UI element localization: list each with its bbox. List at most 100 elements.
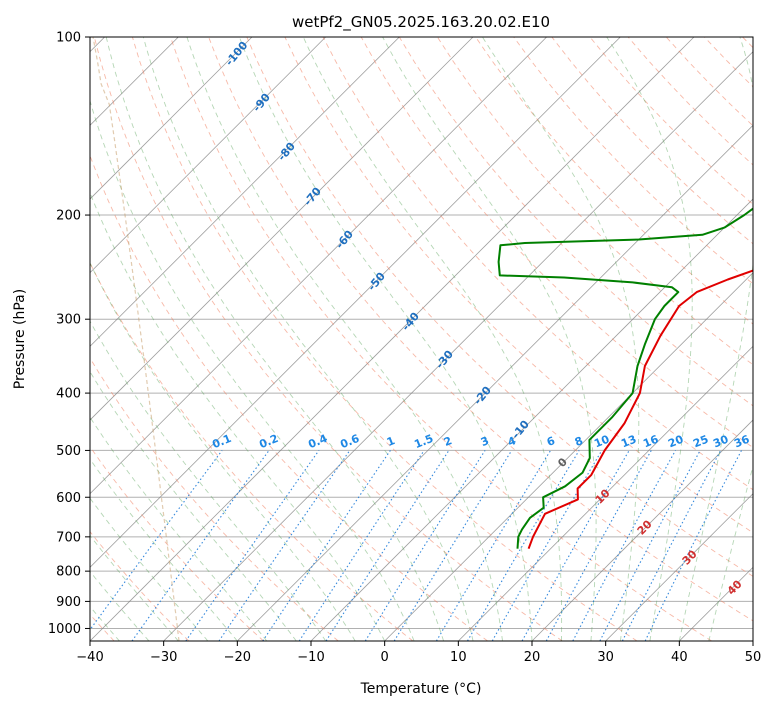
mixing-ratio-label: 6	[545, 434, 557, 449]
isotherm-line	[752, 640, 753, 641]
moist-adiabat	[90, 191, 386, 641]
moist-adiabat	[302, 37, 563, 641]
mixing-ratio-line	[521, 450, 630, 641]
mixing-ratio-label: 30	[711, 433, 730, 451]
dry-adiabat	[665, 37, 753, 127]
mixing-ratio-label: 3	[479, 434, 491, 449]
mixing-ratio-label: 16	[641, 433, 660, 451]
isotherm-line	[90, 37, 621, 568]
mixing-ratio-label: 36	[732, 433, 751, 451]
isotherm-line	[90, 37, 474, 421]
dry-adiabat	[742, 37, 753, 49]
mixing-ratio-label: 8	[573, 434, 585, 449]
dry-adiabat	[90, 262, 414, 641]
mixing-ratio-line	[644, 450, 742, 641]
isotherm-line	[531, 419, 753, 641]
mixing-ratio-line	[364, 450, 486, 641]
moist-adiabat	[382, 37, 597, 641]
mixing-ratio-label: 10	[592, 433, 611, 451]
y-tick-label: 600	[56, 491, 81, 506]
mixing-ratio-line	[185, 450, 320, 641]
x-axis-label: Temperature (°C)	[360, 681, 482, 697]
x-tick-label: 30	[597, 650, 614, 665]
moist-adiabat	[186, 37, 503, 641]
moist-adiabat	[90, 497, 209, 641]
x-tick-label: −10	[297, 650, 324, 665]
mixing-ratio-line	[435, 450, 552, 641]
mixing-ratio-label: 13	[619, 433, 638, 451]
moist-adiabat	[606, 37, 693, 641]
mixing-ratio-line	[90, 450, 223, 631]
dry-adiabat	[90, 530, 190, 641]
dry-adiabat	[90, 357, 339, 641]
dry-adiabat	[90, 445, 264, 641]
mixing-ratio-line	[298, 450, 425, 641]
dry-adiabat	[475, 37, 753, 325]
dry-adiabat	[513, 37, 753, 285]
x-tick-label: −40	[76, 650, 103, 665]
mixing-ratio-line	[131, 450, 270, 641]
mixing-ratio-label: 20	[666, 433, 685, 451]
y-tick-label: 700	[56, 530, 81, 545]
x-tick-label: 50	[745, 650, 762, 665]
y-axis: 100 200 300 400 500 600 700 800 900 1000	[48, 31, 90, 637]
moist-adiabat	[90, 416, 268, 641]
moist-adiabat	[142, 37, 474, 641]
x-axis: −40 −30 −20 −10 0 10 20 30 40 50	[76, 641, 761, 665]
mixing-ratio-label: 0.1	[210, 432, 233, 451]
x-tick-label: −20	[224, 650, 251, 665]
chart-title: wetPf2_GN05.2025.163.20.02.E10	[292, 13, 550, 32]
moist-adiabat	[90, 99, 415, 641]
moist-adiabat-label: 40	[725, 577, 745, 597]
mixing-ratio-label: 25	[691, 433, 710, 451]
mixing-ratio-label: 2	[442, 434, 454, 449]
dry-adiabat-label: -50	[365, 270, 388, 294]
y-tick-label: 500	[56, 444, 81, 459]
dry-adiabat-label: -80	[275, 140, 298, 164]
x-tick-label: 20	[524, 650, 541, 665]
isotherm-line	[163, 51, 753, 641]
dry-adiabat	[360, 37, 753, 449]
mixing-ratio-line	[621, 450, 722, 641]
isotherm-line	[90, 37, 400, 347]
y-tick-label: 300	[56, 313, 81, 328]
isotherm-line	[679, 566, 753, 641]
moist-adiabat	[105, 37, 445, 641]
mixing-ratio-line	[572, 450, 676, 641]
dewpoint-profile-line	[497, 207, 753, 549]
mixing-ratio-label: 1	[385, 434, 397, 449]
isotherm-line	[90, 37, 695, 641]
mixing-ratio-line	[467, 450, 580, 641]
dry-adiabat	[437, 37, 753, 366]
dry-adiabat	[170, 37, 712, 641]
dry-adiabat	[93, 37, 563, 641]
dry-adiabat	[246, 37, 753, 577]
moist-adiabat	[90, 261, 356, 641]
mixing-ratio-label: 1.5	[412, 432, 435, 451]
mixing-ratio-label: 0.6	[338, 432, 361, 451]
y-tick-label: 1000	[48, 622, 81, 637]
mixing-ratio-line	[545, 450, 652, 641]
isotherm-line	[237, 124, 753, 641]
mixing-ratio-line	[262, 450, 391, 641]
plot-frame	[89, 36, 754, 642]
isotherm-line	[458, 345, 753, 641]
moist-adiabat	[482, 37, 640, 641]
moist-adiabat-label: 20	[635, 517, 655, 537]
y-tick-label: 400	[56, 387, 81, 402]
moist-adiabat	[90, 458, 238, 641]
temperature-profile-line	[527, 269, 753, 550]
y-tick-label: 900	[56, 595, 81, 610]
isotherm-line	[605, 493, 753, 641]
x-tick-label: 0	[381, 650, 389, 665]
mixing-ratio-label: 0.4	[306, 432, 329, 451]
x-tick-label: 10	[450, 650, 467, 665]
reference-curve	[92, 37, 180, 641]
isotherm-line	[90, 37, 253, 200]
dry-adiabat-label: -100	[223, 39, 251, 69]
dry-adiabat-label: -90	[250, 91, 273, 115]
y-tick-label: 200	[56, 209, 81, 224]
x-tick-label: 40	[671, 650, 688, 665]
mixing-ratio-line	[218, 450, 351, 641]
